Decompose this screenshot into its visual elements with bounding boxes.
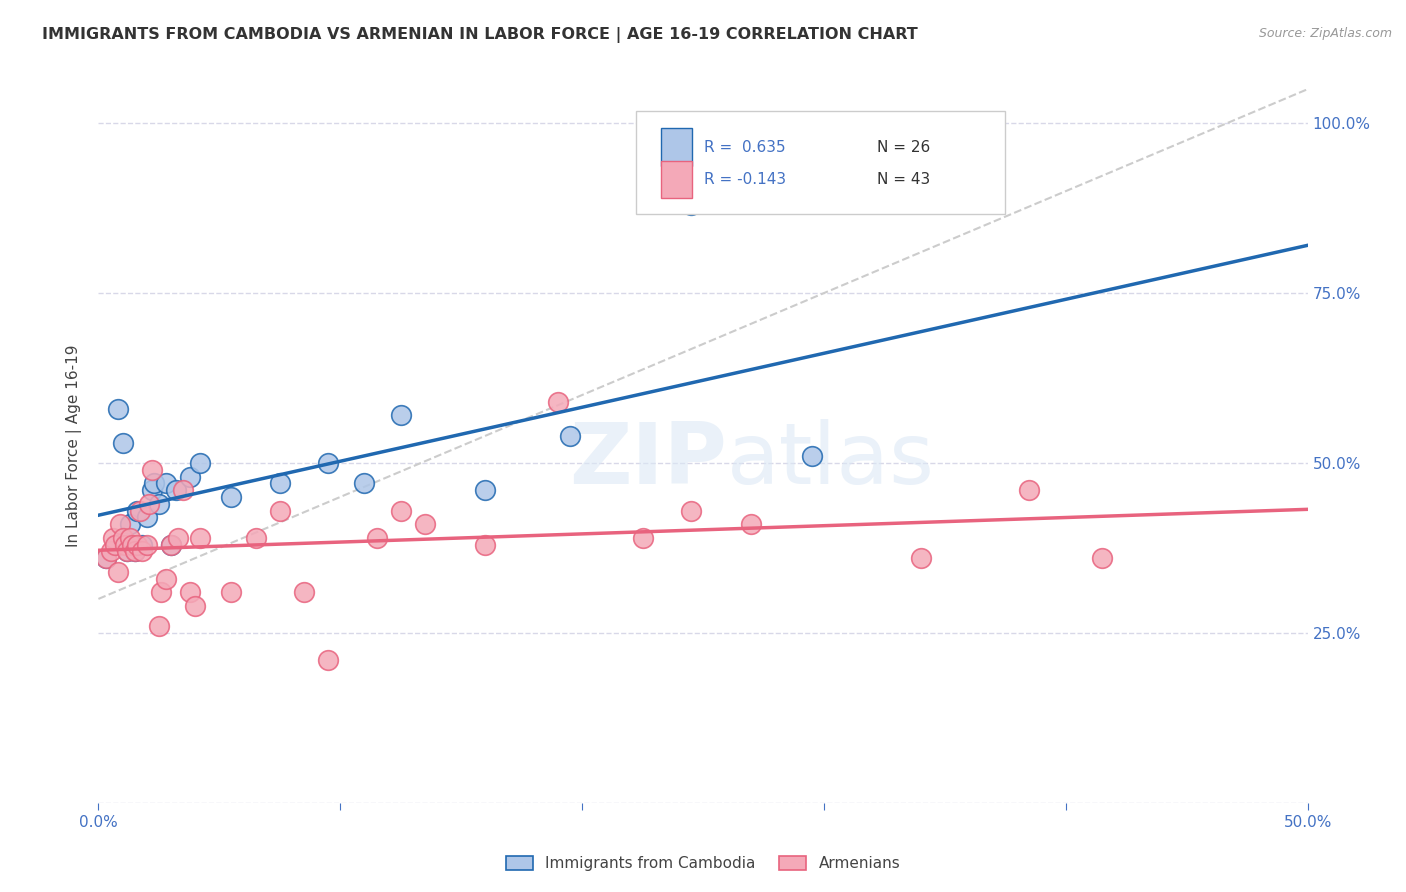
- Text: ZIP: ZIP: [569, 418, 727, 502]
- Point: [292, 585, 315, 599]
- FancyBboxPatch shape: [661, 161, 692, 198]
- Point: [107, 401, 129, 416]
- Text: R =  0.635: R = 0.635: [704, 139, 786, 154]
- Text: N = 26: N = 26: [877, 139, 931, 154]
- Point: [160, 537, 183, 551]
- Point: [800, 449, 823, 463]
- Point: [221, 585, 243, 599]
- Point: [100, 544, 122, 558]
- Point: [118, 531, 141, 545]
- FancyBboxPatch shape: [637, 111, 1005, 214]
- Point: [155, 572, 177, 586]
- Point: [121, 537, 143, 551]
- Point: [558, 429, 581, 443]
- Point: [127, 537, 149, 551]
- Point: [101, 531, 124, 545]
- Point: [118, 517, 141, 532]
- Point: [124, 544, 146, 558]
- Point: [117, 544, 139, 558]
- Point: [184, 599, 207, 613]
- Point: [94, 551, 117, 566]
- Point: [353, 476, 375, 491]
- Point: [631, 531, 654, 545]
- Point: [474, 537, 496, 551]
- Point: [179, 585, 201, 599]
- Point: [108, 517, 131, 532]
- Point: [155, 476, 177, 491]
- Point: [131, 544, 153, 558]
- Point: [188, 456, 211, 470]
- Point: [316, 456, 339, 470]
- Point: [160, 537, 183, 551]
- Point: [172, 483, 194, 498]
- Point: [167, 531, 190, 545]
- Point: [94, 551, 117, 566]
- Legend: Immigrants from Cambodia, Armenians: Immigrants from Cambodia, Armenians: [499, 850, 907, 877]
- Point: [547, 394, 569, 409]
- Point: [111, 435, 134, 450]
- Point: [111, 531, 134, 545]
- Point: [910, 551, 932, 566]
- FancyBboxPatch shape: [661, 128, 692, 166]
- Point: [124, 544, 146, 558]
- Text: N = 43: N = 43: [877, 171, 931, 186]
- Text: Source: ZipAtlas.com: Source: ZipAtlas.com: [1258, 27, 1392, 40]
- Point: [679, 503, 702, 517]
- Point: [141, 463, 163, 477]
- Point: [127, 503, 149, 517]
- Point: [104, 537, 127, 551]
- Point: [138, 497, 160, 511]
- Point: [740, 517, 762, 532]
- Point: [128, 503, 150, 517]
- Point: [1018, 483, 1040, 498]
- Text: IMMIGRANTS FROM CAMBODIA VS ARMENIAN IN LABOR FORCE | AGE 16-19 CORRELATION CHAR: IMMIGRANTS FROM CAMBODIA VS ARMENIAN IN …: [42, 27, 918, 43]
- Point: [1091, 551, 1114, 566]
- Point: [389, 503, 412, 517]
- Text: R = -0.143: R = -0.143: [704, 171, 786, 186]
- Point: [188, 531, 211, 545]
- Point: [269, 476, 291, 491]
- Point: [165, 483, 187, 498]
- Point: [117, 544, 139, 558]
- Point: [413, 517, 436, 532]
- Y-axis label: In Labor Force | Age 16-19: In Labor Force | Age 16-19: [66, 344, 83, 548]
- Point: [269, 503, 291, 517]
- Point: [148, 619, 170, 633]
- Point: [150, 585, 173, 599]
- Point: [679, 198, 702, 212]
- Point: [179, 469, 201, 483]
- Point: [141, 483, 163, 498]
- Point: [143, 476, 166, 491]
- Point: [366, 531, 388, 545]
- Point: [131, 537, 153, 551]
- Point: [107, 565, 129, 579]
- Point: [316, 653, 339, 667]
- Text: atlas: atlas: [727, 418, 935, 502]
- Point: [135, 510, 157, 524]
- Point: [135, 537, 157, 551]
- Point: [474, 483, 496, 498]
- Point: [221, 490, 243, 504]
- Point: [148, 497, 170, 511]
- Point: [114, 537, 136, 551]
- Point: [245, 531, 267, 545]
- Point: [389, 409, 412, 423]
